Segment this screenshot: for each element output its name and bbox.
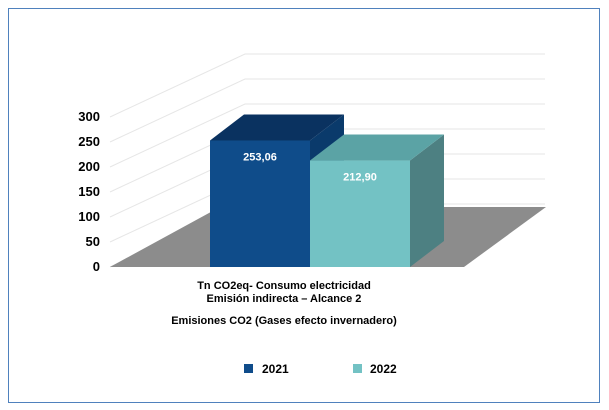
data-label-2021: 253,06 [243, 151, 277, 163]
gridline-300 [109, 53, 545, 118]
bar-side-2022 [410, 134, 444, 267]
category-labels: Tn CO2eq- Consumo electricidad Emisión i… [171, 280, 397, 327]
bar-front-2022 [310, 160, 410, 267]
bar-top-2022 [310, 134, 444, 161]
category-label-1: Tn CO2eq- Consumo electricidad [197, 280, 371, 292]
y-tick-250: 250 [78, 134, 100, 149]
y-tick-150: 150 [78, 184, 100, 199]
legend-swatch-2021 [244, 364, 253, 373]
category-label-2: Emisión indirecta – Alcance 2 [207, 293, 362, 305]
gridline-200 [109, 103, 545, 168]
gridline-250 [109, 78, 545, 143]
data-label-2022: 212,90 [343, 172, 377, 184]
legend-label-2022: 2022 [370, 362, 397, 376]
legend: 2021 2022 [244, 362, 397, 376]
y-axis-ticks: 0 50 100 150 200 250 300 [78, 109, 100, 274]
y-tick-300: 300 [78, 109, 100, 124]
bar-2022: 212,90 [310, 134, 444, 267]
y-tick-200: 200 [78, 159, 100, 174]
legend-swatch-2022 [353, 364, 362, 373]
y-tick-0: 0 [93, 259, 100, 274]
bars: 253,06 212,90 [210, 114, 444, 267]
y-tick-50: 50 [86, 234, 100, 249]
category-label-3: Emisiones CO2 (Gases efecto invernadero) [171, 315, 397, 327]
y-tick-100: 100 [78, 209, 100, 224]
bar-front-2021 [210, 140, 310, 267]
bar-top-2021 [210, 114, 344, 141]
legend-label-2021: 2021 [262, 362, 289, 376]
